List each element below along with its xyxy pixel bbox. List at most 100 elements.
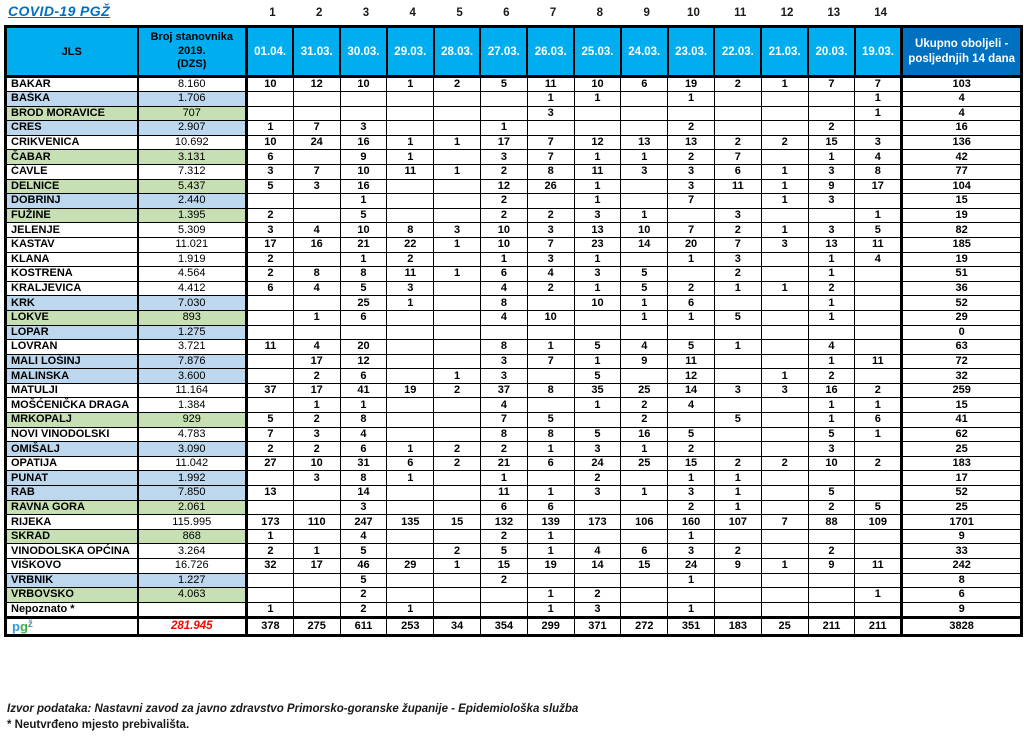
population-cell: 3.721 — [136, 339, 247, 355]
value-cell: 35 — [573, 382, 622, 399]
table-row: KRK 7.030 25 1 8 10 1 6 1 52 — [5, 295, 1023, 311]
value-cell — [854, 470, 903, 487]
value-cell: 1 — [526, 339, 575, 355]
value-cell — [713, 295, 762, 311]
date-header: 29.03. — [385, 25, 435, 78]
value-cell — [386, 587, 435, 603]
value-cell: 27 — [245, 455, 294, 472]
population-header: Broj stanovnika 2019. (DZS) — [136, 25, 248, 78]
value-cell: 7 — [760, 514, 809, 530]
value-cell: 3 — [573, 485, 622, 501]
value-cell: 5 — [245, 412, 294, 428]
jls-name-cell: DELNICE — [5, 178, 138, 195]
value-cell — [386, 543, 435, 559]
jls-name-cell: VINODOLSKA OPĆINA — [5, 543, 138, 559]
jls-name-cell: ČAVLE — [5, 163, 138, 180]
population-cell: 115.995 — [136, 514, 247, 530]
value-cell: 17 — [479, 134, 528, 151]
value-cell — [760, 499, 809, 516]
value-cell: 1 — [573, 280, 622, 297]
jls-name-cell: RAVNA GORA — [5, 499, 138, 516]
value-cell: 15 — [667, 455, 715, 472]
value-cell: 2 — [479, 193, 528, 209]
population-cell: 4.564 — [136, 266, 247, 282]
value-cell: 173 — [573, 514, 622, 530]
value-cell — [620, 251, 669, 268]
value-cell — [292, 572, 341, 589]
value-cell: 17 — [245, 236, 294, 253]
value-cell — [807, 587, 856, 603]
value-cell — [807, 528, 856, 545]
value-cell: 10 — [479, 236, 528, 253]
value-cell: 2 — [292, 368, 341, 384]
column-number: 6 — [503, 7, 510, 19]
value-cell: 10 — [620, 222, 669, 238]
population-cell: 8.160 — [136, 76, 247, 92]
value-cell: 1 — [386, 149, 435, 165]
value-cell: 2 — [667, 499, 715, 516]
value-cell: 1 — [713, 499, 762, 516]
value-cell — [760, 339, 809, 355]
value-cell — [854, 572, 903, 589]
jls-name-cell: MATULJI — [5, 382, 138, 399]
value-cell — [760, 470, 809, 487]
value-cell: 6 — [620, 76, 669, 92]
value-cell: 7 — [245, 426, 294, 443]
value-cell — [760, 295, 809, 311]
value-cell: 4 — [292, 222, 341, 238]
value-cell: 1 — [620, 441, 669, 457]
row-total-cell: 82 — [900, 222, 1023, 238]
value-cell — [713, 91, 762, 107]
value-cell: 3 — [433, 222, 481, 238]
value-cell — [526, 572, 575, 589]
value-cell — [667, 266, 715, 282]
value-cell — [245, 470, 294, 487]
value-cell — [245, 572, 294, 589]
value-cell: 1 — [760, 558, 809, 574]
value-cell: 13 — [573, 222, 622, 238]
population-cell: 1.384 — [136, 397, 247, 414]
table-row: BAŠKA 1.706 1 1 1 1 4 — [5, 91, 1023, 107]
value-cell: 8 — [479, 339, 528, 355]
value-cell: 3 — [760, 236, 809, 253]
value-cell: 2 — [339, 601, 388, 618]
date-header: 30.03. — [339, 25, 388, 78]
value-cell: 1 — [292, 543, 341, 559]
value-cell: 5 — [339, 543, 388, 559]
value-cell — [713, 601, 762, 618]
row-total-cell: 4 — [900, 105, 1023, 122]
value-cell — [386, 178, 435, 195]
value-cell: 5 — [573, 426, 622, 443]
value-cell — [854, 280, 903, 297]
value-cell: 8 — [386, 222, 435, 238]
value-cell: 15 — [433, 514, 481, 530]
value-cell — [620, 324, 669, 341]
value-cell: 3 — [479, 353, 528, 370]
row-total-cell: 6 — [900, 587, 1023, 603]
value-cell: 4 — [479, 280, 528, 297]
value-cell: 1 — [386, 441, 435, 457]
total-value-cell: 183 — [713, 615, 762, 636]
table-row: CRIKVENICA 10.692 10 24 16 1 1 17 7 12 13 13 2 2 15 3 13… — [5, 134, 1023, 151]
total-value-cell: 275 — [292, 615, 341, 636]
value-cell — [292, 485, 341, 501]
footnote: * Neutvrđeno mjesto prebivališta. — [7, 719, 190, 731]
value-cell: 8 — [479, 426, 528, 443]
column-number: 5 — [456, 7, 463, 19]
value-cell: 1 — [526, 601, 575, 618]
population-cell: 10.692 — [136, 134, 247, 151]
value-cell — [807, 601, 856, 618]
value-cell — [760, 207, 809, 224]
value-cell: 11 — [386, 163, 435, 180]
jls-name-cell: ČABAR — [5, 149, 138, 165]
population-cell: 2.907 — [136, 120, 247, 136]
value-cell: 37 — [479, 382, 528, 399]
value-cell: 2 — [433, 382, 481, 399]
row-total-cell: 19 — [900, 207, 1023, 224]
value-cell: 109 — [854, 514, 903, 530]
population-cell: 7.876 — [136, 353, 247, 370]
value-cell: 3 — [526, 251, 575, 268]
value-cell — [760, 528, 809, 545]
value-cell — [292, 499, 341, 516]
value-cell — [620, 178, 669, 195]
